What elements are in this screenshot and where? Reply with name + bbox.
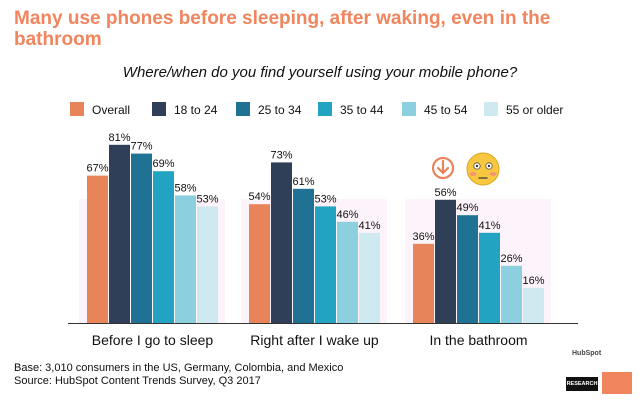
bar-2-2 — [457, 215, 478, 323]
research-badge: RESEARCH — [566, 377, 598, 391]
data-label-2-0: 36% — [412, 231, 434, 243]
data-label-1-2: 61% — [292, 176, 314, 188]
data-label-0-4: 58% — [174, 182, 196, 194]
brand-logo: HubSpot RESEARCH — [566, 350, 636, 395]
bar-0-5 — [197, 206, 218, 323]
data-label-0-2: 77% — [130, 141, 152, 153]
bar-0-2 — [131, 153, 152, 323]
data-label-2-5: 16% — [522, 275, 544, 287]
bar-2-5 — [523, 287, 544, 323]
data-label-0-1: 81% — [108, 132, 130, 144]
data-label-1-3: 53% — [314, 193, 336, 205]
legend-swatch-1 — [152, 102, 166, 116]
data-label-1-5: 41% — [358, 220, 380, 232]
legend-label-3: 35 to 44 — [340, 103, 384, 117]
bar-0-4 — [175, 195, 196, 323]
data-label-0-5: 53% — [196, 193, 218, 205]
data-label-1-1: 73% — [270, 149, 292, 161]
emoji-right-pupil-icon — [487, 164, 491, 168]
data-label-2-1: 56% — [434, 187, 456, 199]
data-label-1-4: 46% — [336, 209, 358, 221]
bar-2-3 — [479, 232, 500, 323]
legend-swatch-0 — [70, 102, 84, 116]
down-arrow-glyph-icon — [436, 159, 450, 175]
chart-subtitle: Where/when do you find yourself using yo… — [122, 64, 518, 81]
legend-swatch-2 — [236, 102, 250, 116]
legend-swatch-3 — [318, 102, 332, 116]
footer: Base: 3,010 consumers in the US, Germany… — [14, 362, 343, 388]
data-label-1-0: 54% — [248, 191, 270, 203]
legend-swatch-5 — [484, 102, 498, 116]
category-label-2: In the bathroom — [429, 332, 527, 348]
legend-label-4: 45 to 54 — [424, 103, 468, 117]
bar-2-0 — [413, 243, 434, 323]
bar-chart: Overall 18 to 24 25 to 34 35 to 44 45 to 54 5… — [68, 102, 578, 348]
bar-1-4 — [337, 221, 358, 323]
legend-label-2: 25 to 34 — [258, 103, 302, 117]
research-tile-icon — [602, 372, 632, 394]
data-label-2-3: 41% — [478, 220, 500, 232]
category-label-0: Before I go to sleep — [92, 332, 214, 348]
legend-label-0: Overall — [92, 103, 130, 117]
emoji-left-blush-icon — [469, 172, 477, 176]
bar-2-1 — [435, 199, 456, 323]
data-label-0-3: 69% — [152, 158, 174, 170]
data-label-2-2: 49% — [456, 202, 478, 214]
legend-label-5: 55 or older — [506, 103, 563, 117]
bar-1-1 — [271, 162, 292, 323]
flushed-face-emoji-icon — [466, 152, 500, 186]
bar-1-2 — [293, 188, 314, 323]
source-note: Source: HubSpot Content Trends Survey, Q… — [14, 375, 261, 387]
base-note: Base: 3,010 consumers in the US, Germany… — [14, 362, 344, 374]
legend-label-1: 18 to 24 — [174, 103, 218, 117]
bar-2-4 — [501, 265, 522, 323]
emoji-right-blush-icon — [489, 172, 497, 176]
bar-0-0 — [87, 175, 108, 323]
legend-swatch-4 — [402, 102, 416, 116]
data-label-2-4: 26% — [500, 253, 522, 265]
bar-0-1 — [109, 144, 130, 323]
hubspot-logo-text: HubSpot — [572, 350, 602, 357]
down-arrow-circle-icon — [431, 156, 455, 180]
category-label-1: Right after I wake up — [250, 332, 379, 348]
bar-1-3 — [315, 206, 336, 323]
chart-title: Many use phones before sleeping, after w… — [14, 8, 551, 50]
bar-1-5 — [359, 232, 380, 323]
data-label-0-0: 67% — [86, 163, 108, 175]
bar-1-0 — [249, 204, 270, 323]
emoji-left-pupil-icon — [475, 164, 479, 168]
bar-0-3 — [153, 171, 174, 323]
